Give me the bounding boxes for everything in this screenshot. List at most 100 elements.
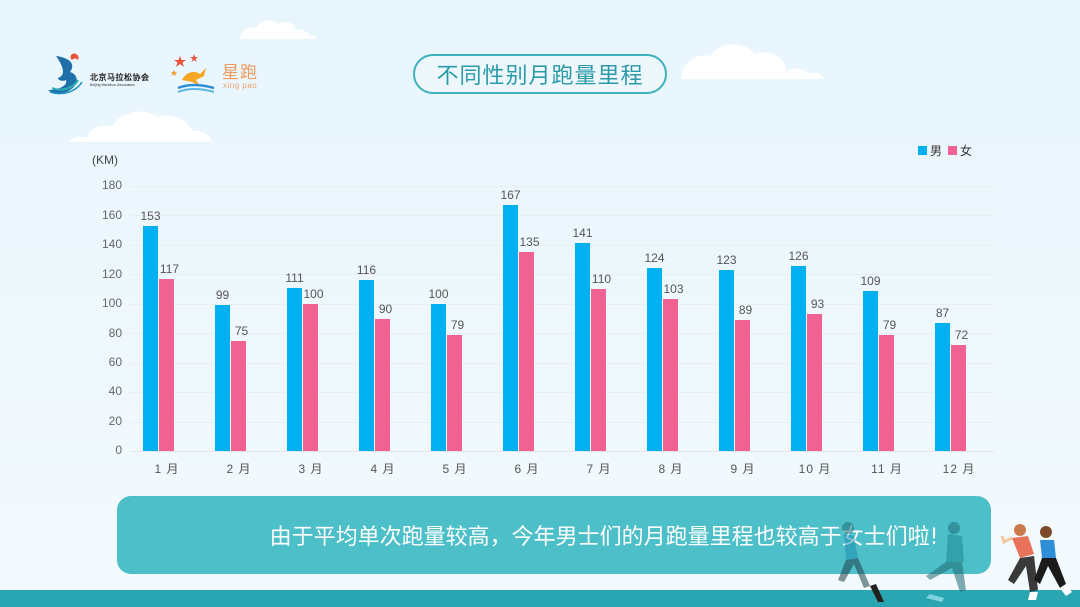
bar-male (215, 305, 230, 451)
value-label-male: 116 (356, 263, 377, 278)
xingpao-name: 星跑 (222, 63, 258, 82)
gridline (130, 274, 994, 275)
x-label: 1 月 (154, 462, 180, 476)
y-tick: 60 (108, 355, 122, 369)
value-label-male: 111 (285, 270, 304, 285)
value-label-male: 126 (788, 248, 809, 263)
bar-female (519, 252, 534, 451)
x-label: 6 月 (514, 462, 540, 476)
gridline (130, 304, 994, 305)
value-label-female: 72 (954, 328, 969, 342)
x-label: 11 月 (871, 462, 903, 476)
gridline (130, 363, 994, 364)
value-label-male: 109 (860, 273, 881, 288)
legend-swatch-female (948, 146, 958, 155)
x-label: 2 月 (226, 462, 252, 476)
value-label-male: 87 (935, 305, 950, 320)
bar-male (503, 205, 518, 451)
y-tick: 160 (101, 208, 122, 222)
bar-female (375, 318, 390, 451)
runner-silhouette-icon (838, 522, 966, 602)
bar-female (231, 340, 246, 451)
gridline (130, 245, 994, 246)
gridline (130, 186, 994, 187)
bma-logo: 北京马拉松协会 Beijing Marathon Association (48, 52, 158, 98)
y-tick: 180 (101, 178, 122, 192)
bar-female (447, 334, 462, 451)
x-label: 7 月 (586, 462, 612, 476)
bma-phoenix-icon (48, 53, 83, 95)
bar-female (951, 345, 966, 451)
cloud-decoration (240, 20, 318, 39)
value-label-female: 90 (378, 301, 393, 316)
bar-female (879, 334, 894, 451)
legend-swatch-male (918, 146, 927, 155)
bar-female (663, 299, 678, 451)
value-label-female: 79 (450, 317, 465, 332)
y-tick: 140 (101, 237, 122, 251)
bar-male (431, 303, 446, 451)
value-label-female: 103 (663, 282, 684, 297)
value-label-female: 89 (738, 302, 753, 317)
bar-female (807, 314, 822, 451)
callout-text: 由于平均单次跑量较高，今年男士们的月跑量里程也较高于女士们啦! (269, 525, 939, 550)
cloud-decoration (680, 44, 825, 79)
runners-illustration-icon (1000, 524, 1072, 600)
star-runner-icon (171, 54, 215, 93)
bar-male (575, 243, 590, 451)
y-tick: 100 (101, 296, 122, 310)
xingpao-pinyin: xing pao (223, 81, 258, 90)
value-label-male: 123 (716, 252, 737, 267)
bar-female (159, 278, 174, 451)
bma-subtitle: Beijing Marathon Association (90, 83, 135, 87)
bar-male (863, 290, 878, 451)
value-label-female: 117 (159, 261, 180, 276)
y-tick: 0 (115, 443, 122, 457)
gridline (130, 422, 994, 423)
xingpao-logo: 星跑 xing pao (170, 52, 270, 98)
bar-female (591, 289, 606, 451)
value-label-female: 135 (519, 235, 540, 250)
value-label-female: 110 (591, 272, 612, 287)
bar-male (287, 287, 302, 451)
x-label: 8 月 (658, 462, 684, 476)
legend-label-male: 男 (930, 144, 943, 158)
bar-male (791, 265, 806, 451)
x-label: 3 月 (298, 462, 324, 476)
bar-male (647, 268, 662, 451)
value-label-male: 100 (428, 286, 449, 301)
cloud-decoration (68, 111, 213, 142)
chart-legend: 男 女 (918, 142, 978, 159)
value-label-male: 167 (500, 188, 521, 203)
footer-band (0, 590, 1080, 607)
x-label: 5 月 (442, 462, 468, 476)
gridline (130, 215, 994, 216)
value-label-female: 100 (303, 286, 324, 301)
bar-female (303, 303, 318, 451)
value-label-female: 93 (810, 297, 825, 312)
y-tick: 40 (108, 384, 122, 398)
bar-male (935, 322, 950, 451)
x-label: 12 月 (942, 462, 976, 476)
y-tick: 120 (101, 267, 122, 281)
bar-male (143, 225, 158, 451)
y-axis-unit: (KM) (92, 153, 118, 167)
page-title: 不同性别月跑量里程 (413, 54, 667, 94)
value-label-male: 124 (644, 251, 665, 266)
x-label: 10 月 (798, 462, 832, 476)
bma-name: 北京马拉松协会 (90, 73, 150, 82)
bar-male (359, 280, 374, 451)
y-tick: 80 (108, 326, 122, 340)
legend-item-male: 男 (918, 142, 942, 159)
value-label-male: 141 (572, 226, 593, 241)
legend-item-female: 女 (948, 142, 972, 159)
bar-male (719, 269, 734, 451)
value-label-female: 75 (234, 323, 249, 338)
value-label-male: 153 (140, 208, 161, 223)
gridline (130, 333, 994, 334)
x-label: 9 月 (730, 462, 756, 476)
bar-female (735, 319, 750, 451)
x-axis-line (130, 451, 994, 452)
y-tick: 20 (108, 414, 122, 428)
legend-label-female: 女 (960, 144, 973, 158)
